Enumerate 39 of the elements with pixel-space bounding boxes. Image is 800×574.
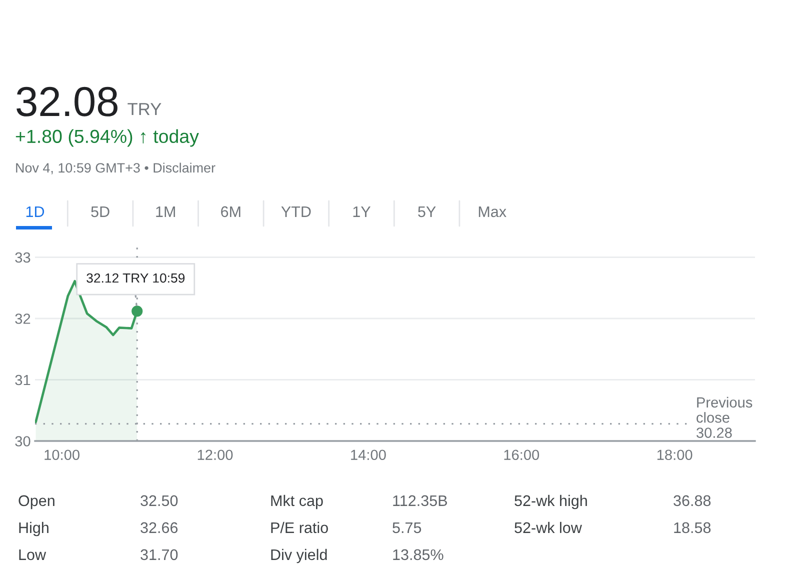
y-tick-label: 30 (15, 436, 30, 446)
annotation: 32.12 TRY 10:59 (86, 273, 185, 283)
text: Low (19, 549, 46, 560)
y-tick-label: 31 (15, 374, 30, 386)
text: 1D (26, 206, 44, 217)
text: 6M (221, 206, 240, 218)
text: P/E ratio (271, 522, 328, 534)
x-tick-label: 10:00 (44, 450, 80, 460)
ref-line-label: Previous close 30.28 (696, 396, 752, 438)
y-tick-label: 33 (15, 252, 30, 263)
text: Max (478, 206, 506, 218)
text: 18.58 (674, 522, 711, 534)
text: Div yield (271, 548, 327, 564)
text: 1M (156, 206, 175, 217)
text: Mkt cap (271, 494, 323, 510)
text: 13.85% (393, 549, 444, 560)
text: 32.66 (140, 522, 178, 534)
text: +1.80 (5.94%) ↑ today (16, 129, 199, 147)
x-tick-label: 18:00 (657, 450, 692, 460)
text: Open (18, 495, 54, 510)
x-tick-label: 14:00 (351, 450, 386, 460)
text: 112.35B (393, 495, 447, 506)
text: 52-wk low (514, 522, 582, 534)
text: 5D (91, 206, 110, 218)
text: 36.88 (674, 495, 711, 506)
text: Nov 4, 10:59 GMT+3 • Disclaimer (16, 162, 216, 174)
text: 1Y (353, 206, 371, 217)
text: 5Y (418, 206, 436, 218)
text: 32.50 (140, 495, 178, 506)
text: 32.08 (16, 86, 118, 116)
text: 31.70 (140, 549, 178, 560)
text: 5.75 (392, 522, 422, 534)
x-tick-label: 12:00 (198, 450, 233, 460)
text: 52-wk high (514, 494, 587, 510)
text: YTD (281, 206, 311, 217)
text: TRY (128, 103, 162, 116)
y-tick-label: 32 (15, 314, 30, 324)
text: High (19, 522, 48, 536)
x-tick-label: 16:00 (504, 450, 540, 460)
